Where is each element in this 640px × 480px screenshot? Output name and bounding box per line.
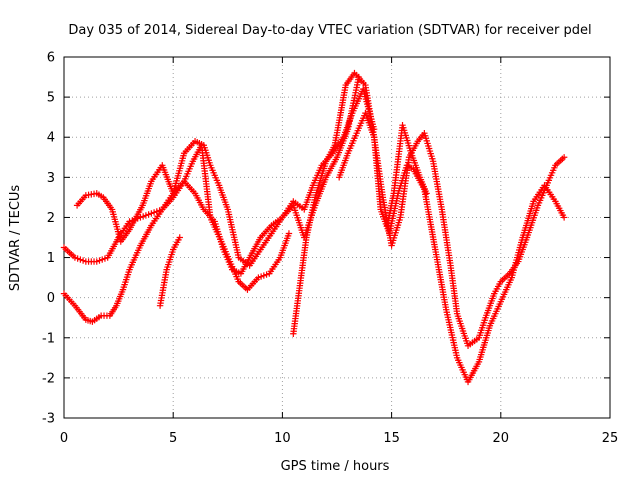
y-tick-label: 6 [47,51,55,66]
chart-title: Day 035 of 2014, Sidereal Day-to-day VTE… [68,23,591,38]
y-tick-label: 0 [47,291,55,306]
data-point [560,214,568,221]
y-tick-label: 4 [47,131,55,146]
y-axis-label: SDTVAR / TECUs [8,185,23,292]
y-tick-label: -2 [42,371,55,386]
x-tick-label: 25 [602,431,619,446]
y-tick-label: -3 [42,412,55,427]
x-tick-label: 15 [383,431,400,446]
data-point [285,230,293,237]
series-line [63,144,290,323]
data-point [176,234,183,241]
series-arc-3 [73,85,378,269]
y-tick-label: 1 [47,251,55,266]
y-tick-label: 3 [47,171,55,186]
x-tick-label: 20 [493,431,510,446]
data-point [560,154,568,161]
data-point [423,190,430,197]
x-tick-label: 5 [169,431,177,446]
series-layer [60,69,568,386]
y-tick-label: -1 [42,331,55,346]
x-tick-label: 10 [274,431,291,446]
plot-frame [63,56,611,419]
x-axis-label: GPS time / hours [281,459,390,474]
y-tick-label: 2 [47,211,55,226]
axis-ticks: -3 -2 -1 0 1 2 3 4 5 6 0 5 10 15 20 25 [42,51,618,447]
series-arc-6 [335,109,568,349]
x-tick-label: 0 [60,431,68,446]
series-arc-4 [156,234,183,309]
y-tick-label: 5 [47,91,55,106]
series-arc-7 [384,121,430,229]
